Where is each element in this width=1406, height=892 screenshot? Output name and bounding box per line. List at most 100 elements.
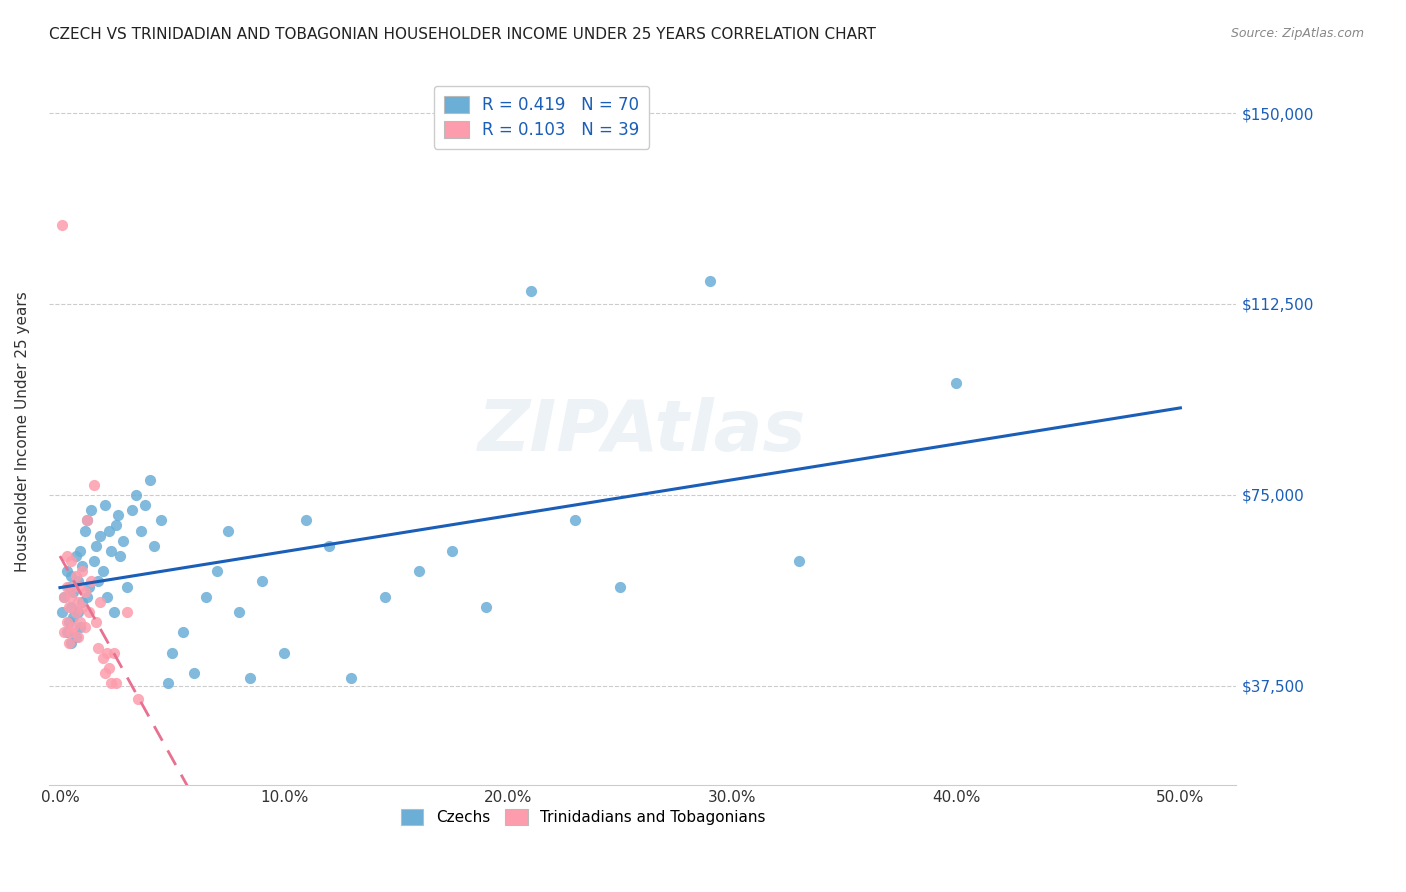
Point: [111, 533, 134, 548]
Legend: Czechs, Trinidadians and Tobagonians: Czechs, Trinidadians and Tobagonians: [391, 800, 775, 834]
Point: [55, 564, 77, 578]
Point: [160, 646, 183, 660]
Point: [103, 605, 125, 619]
Point: [94, 666, 117, 681]
Point: [69, 620, 91, 634]
Point: [104, 518, 127, 533]
Point: [65, 569, 87, 583]
Point: [250, 574, 273, 589]
Point: [295, 513, 318, 527]
Point: [65, 605, 87, 619]
Point: [66, 631, 89, 645]
Point: [273, 646, 295, 660]
Point: [91, 564, 114, 578]
Point: [699, 274, 721, 288]
Point: [83, 554, 105, 568]
Point: [107, 508, 129, 523]
Point: [115, 580, 138, 594]
Point: [62, 620, 84, 634]
Point: [80, 574, 103, 589]
Point: [84, 615, 107, 630]
Point: [60, 635, 83, 649]
Text: Source: ZipAtlas.com: Source: ZipAtlas.com: [1230, 27, 1364, 40]
Point: [73, 620, 96, 634]
Point: [138, 473, 160, 487]
Point: [66, 595, 89, 609]
Point: [194, 590, 217, 604]
Point: [121, 503, 143, 517]
Point: [239, 671, 262, 685]
Point: [69, 615, 91, 630]
Point: [76, 513, 98, 527]
Point: [374, 590, 396, 604]
Point: [60, 554, 83, 568]
Point: [77, 580, 100, 594]
Text: ZIPAtlas: ZIPAtlas: [478, 397, 807, 466]
Point: [66, 605, 89, 619]
Point: [87, 640, 110, 655]
Point: [53, 590, 76, 604]
Point: [62, 584, 84, 599]
Point: [183, 666, 205, 681]
Point: [172, 625, 194, 640]
Point: [72, 599, 94, 614]
Point: [55, 580, 77, 594]
Point: [340, 671, 363, 685]
Point: [53, 625, 76, 640]
Point: [51, 605, 73, 619]
Point: [100, 544, 122, 558]
Point: [66, 574, 89, 589]
Point: [58, 599, 80, 614]
Point: [96, 590, 118, 604]
Point: [96, 646, 118, 660]
Point: [72, 559, 94, 574]
Point: [91, 650, 114, 665]
Point: [53, 590, 76, 604]
Point: [100, 676, 122, 690]
Point: [98, 524, 121, 538]
Point: [55, 615, 77, 630]
Point: [205, 564, 228, 578]
Point: [55, 625, 77, 640]
Point: [60, 590, 83, 604]
Point: [65, 549, 87, 563]
Point: [60, 625, 83, 640]
Point: [104, 676, 127, 690]
Point: [945, 376, 967, 390]
Point: [228, 605, 250, 619]
Point: [84, 539, 107, 553]
Point: [125, 488, 148, 502]
Point: [110, 549, 132, 563]
Point: [156, 676, 179, 690]
Point: [408, 564, 430, 578]
Point: [62, 610, 84, 624]
Point: [129, 524, 152, 538]
Point: [87, 574, 110, 589]
Point: [73, 524, 96, 538]
Point: [77, 605, 100, 619]
Point: [94, 498, 117, 512]
Point: [134, 498, 156, 512]
Point: [76, 590, 98, 604]
Point: [519, 285, 541, 299]
Point: [58, 580, 80, 594]
Point: [65, 631, 87, 645]
Point: [72, 564, 94, 578]
Point: [217, 524, 239, 538]
Point: [89, 595, 111, 609]
Point: [127, 691, 149, 706]
Point: [789, 554, 811, 568]
Point: [474, 599, 496, 614]
Point: [60, 569, 83, 583]
Point: [80, 503, 103, 517]
Point: [62, 580, 84, 594]
Point: [51, 218, 73, 232]
Point: [103, 646, 125, 660]
Point: [609, 580, 631, 594]
Point: [58, 635, 80, 649]
Point: [149, 513, 172, 527]
Point: [143, 539, 166, 553]
Point: [69, 580, 91, 594]
Point: [564, 513, 586, 527]
Point: [58, 615, 80, 630]
